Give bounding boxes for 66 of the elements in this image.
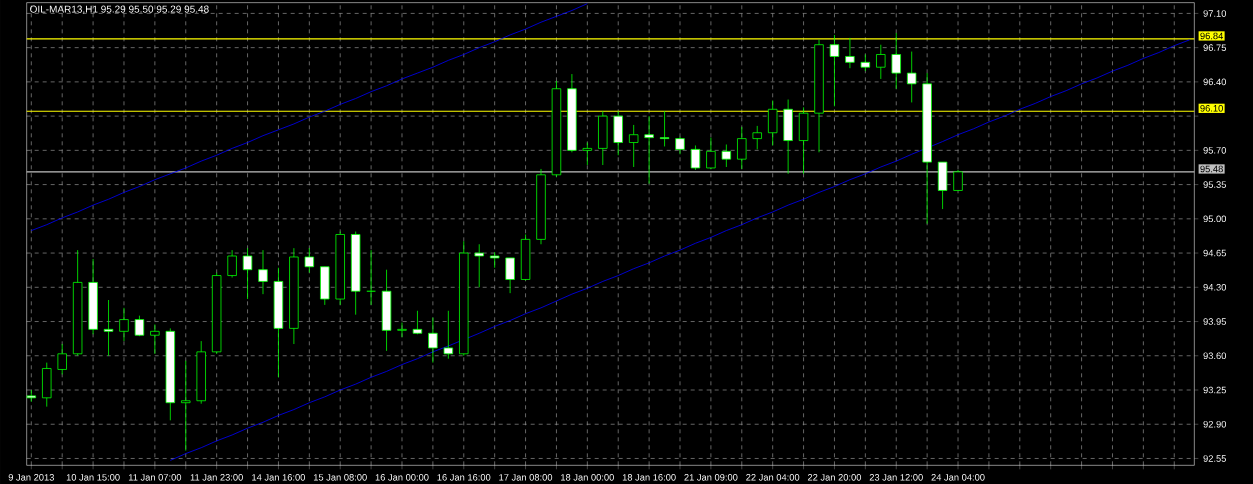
- candlestick: [474, 243, 484, 288]
- candlestick: [829, 34, 840, 107]
- y-tick-label: 93.95: [1203, 318, 1226, 325]
- candlestick: [103, 299, 114, 357]
- x-tick-label: 24 Jan 04:00: [931, 474, 985, 481]
- candlestick: [659, 110, 670, 147]
- y-tick-label: 93.25: [1203, 386, 1226, 394]
- x-tick-label: 18 Jan 00:00: [561, 474, 614, 481]
- y-tick-label: 95.70: [1203, 147, 1227, 154]
- x-tick-label: 22 Jan 04:00: [746, 474, 800, 481]
- candlestick: [227, 249, 237, 278]
- candlestick: [242, 247, 253, 300]
- candlestick: [628, 124, 639, 168]
- x-tick-label: 10 Jan 15:00: [66, 474, 120, 481]
- candlestick: [737, 126, 747, 170]
- candlestick: [582, 142, 593, 166]
- x-tick-label: 21 Jan 09:00: [684, 474, 738, 481]
- chart-title: OIL-MAR13,H1 95.29 95.50 95.29 95.48: [30, 5, 209, 14]
- y-tick-label: 95.00: [1203, 215, 1227, 223]
- candlestick: [119, 307, 129, 342]
- x-tick-label: 11 Jan 07:00: [128, 474, 182, 481]
- candlestick: [181, 360, 191, 452]
- line-series: [169, 39, 1191, 461]
- y-tick-label: 94.30: [1203, 284, 1227, 291]
- candlestick: [443, 310, 454, 360]
- x-tick-label: 18 Jan 16:00: [622, 474, 676, 481]
- y-tick-label: 95.35: [1203, 181, 1226, 188]
- x-tick-label: 16 Jan 16:00: [437, 474, 491, 481]
- ref-line-label: 96.10: [1200, 105, 1223, 112]
- y-tick-label: 97.10: [1203, 10, 1227, 17]
- candlestick: [304, 247, 315, 274]
- y-tick-label: 93.60: [1203, 352, 1227, 360]
- x-tick-label: 11 Jan 23:00: [190, 474, 243, 481]
- x-tick-label: 22 Jan 20:00: [807, 474, 862, 481]
- y-tick-label: 92.55: [1203, 455, 1226, 462]
- candlestick: [397, 322, 407, 338]
- candlestick: [721, 144, 732, 168]
- candlestick: [845, 37, 855, 69]
- ref-line-label: 95.48: [1200, 165, 1223, 173]
- candlestick: [752, 125, 762, 150]
- x-tick-label: 14 Jan 16:00: [252, 474, 306, 481]
- x-tick-label: 16 Jan 00:00: [375, 474, 429, 481]
- x-tick-label: 9 Jan 2013: [8, 474, 54, 481]
- y-tick-label: 96.40: [1203, 78, 1227, 86]
- candlestick: [906, 51, 917, 103]
- candlestick: [150, 324, 160, 355]
- candlestick: [706, 137, 716, 170]
- x-tick-label: 15 Jan 08:00: [313, 474, 367, 481]
- y-tick-label: 94.65: [1203, 249, 1226, 257]
- ref-line-label: 96.84: [1200, 32, 1224, 40]
- candlestick: [690, 145, 701, 171]
- y-tick-label: 92.90: [1203, 420, 1227, 428]
- candlestick: [428, 317, 438, 364]
- candlestick: [57, 343, 67, 375]
- candlestick: [258, 249, 268, 295]
- candlestick: [644, 115, 654, 185]
- x-tick-label: 23 Jan 12:00: [869, 474, 923, 481]
- x-tick-label: 17 Jan 08:00: [499, 474, 553, 481]
- candlestick: [767, 100, 778, 146]
- candlestick: [891, 32, 901, 90]
- candlestick: [489, 251, 500, 269]
- line-series: [30, 3, 588, 231]
- candlestick: [876, 44, 886, 80]
- candlestick: [953, 169, 963, 191]
- candlestick: [505, 257, 515, 294]
- y-tick-label: 96.75: [1203, 44, 1226, 51]
